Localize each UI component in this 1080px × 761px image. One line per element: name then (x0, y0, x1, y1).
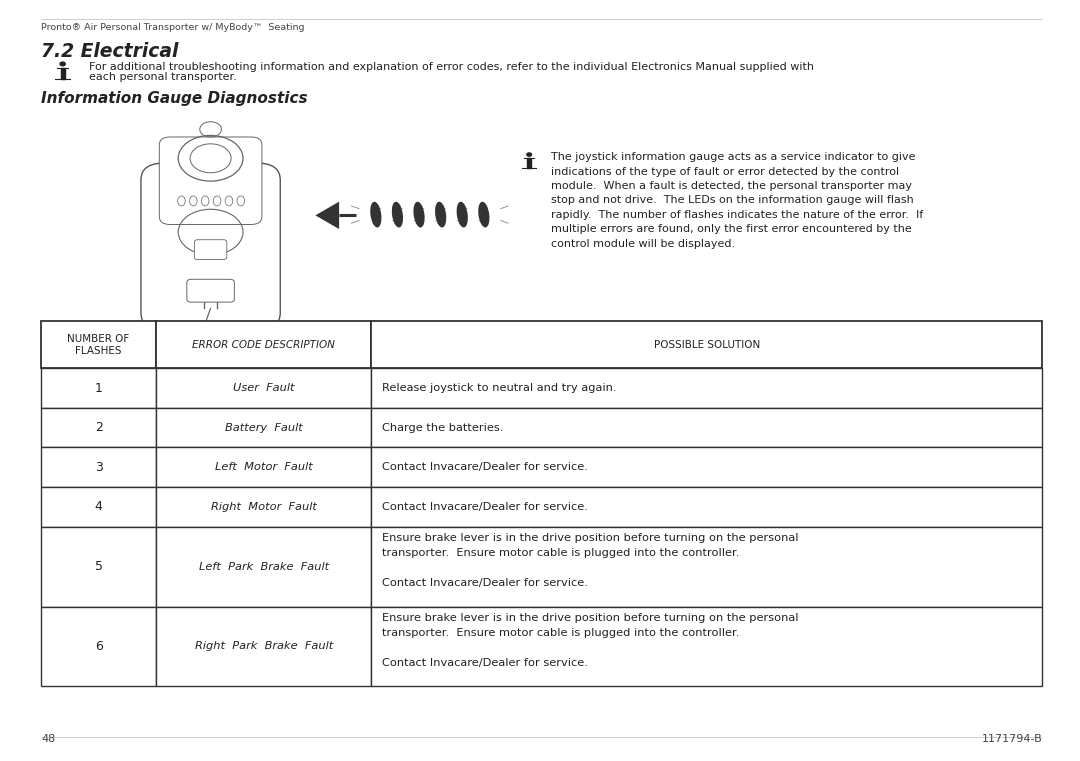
FancyBboxPatch shape (140, 163, 281, 330)
Text: Left  Motor  Fault: Left Motor Fault (215, 462, 313, 473)
Bar (372, 368, 1042, 408)
Bar (60, 68, 65, 79)
Text: each personal transporter.: each personal transporter. (89, 72, 237, 82)
Text: Information Gauge Diagnostics: Information Gauge Diagnostics (41, 91, 308, 107)
Ellipse shape (457, 202, 468, 228)
Circle shape (527, 153, 531, 156)
Bar (41, 527, 157, 607)
Bar (372, 607, 1042, 686)
Bar (41, 408, 157, 447)
Text: Ensure brake lever is in the drive position before turning on the personal
trans: Ensure brake lever is in the drive posit… (382, 613, 799, 668)
Bar (372, 527, 1042, 607)
Bar (372, 321, 1042, 368)
Bar (41, 487, 157, 527)
Bar (372, 447, 1042, 487)
Text: The joystick information gauge acts as a service indicator to give
indications o: The joystick information gauge acts as a… (551, 152, 923, 249)
Bar (41, 447, 157, 487)
Text: Contact Invacare/Dealer for service.: Contact Invacare/Dealer for service. (382, 501, 589, 512)
Text: Battery  Fault: Battery Fault (225, 422, 302, 433)
FancyBboxPatch shape (160, 137, 261, 224)
Bar (157, 447, 372, 487)
Bar (157, 368, 372, 408)
Text: Pronto® Air Personal Transporter w/ MyBody™  Seating: Pronto® Air Personal Transporter w/ MyBo… (41, 23, 305, 32)
Text: Right  Park  Brake  Fault: Right Park Brake Fault (194, 642, 333, 651)
Text: 3: 3 (95, 460, 103, 474)
Bar (41, 368, 157, 408)
Text: 6: 6 (95, 640, 103, 653)
Text: ERROR CODE DESCRIPTION: ERROR CODE DESCRIPTION (192, 339, 335, 350)
Ellipse shape (392, 202, 403, 228)
Bar (157, 321, 372, 368)
Bar (157, 487, 372, 527)
Text: Release joystick to neutral and try again.: Release joystick to neutral and try agai… (382, 383, 617, 393)
Text: 1171794-B: 1171794-B (982, 734, 1042, 744)
Text: POSSIBLE SOLUTION: POSSIBLE SOLUTION (653, 339, 760, 350)
Text: 2: 2 (95, 421, 103, 435)
Bar (157, 607, 372, 686)
Ellipse shape (478, 202, 489, 228)
Bar (157, 527, 372, 607)
FancyBboxPatch shape (194, 240, 227, 260)
Text: 48: 48 (41, 734, 55, 744)
Text: User  Fault: User Fault (233, 383, 295, 393)
Text: Charge the batteries.: Charge the batteries. (382, 422, 503, 433)
Bar (41, 607, 157, 686)
Circle shape (60, 62, 65, 65)
Text: Contact Invacare/Dealer for service.: Contact Invacare/Dealer for service. (382, 462, 589, 473)
Bar (157, 408, 372, 447)
Text: NUMBER OF
FLASHES: NUMBER OF FLASHES (67, 334, 130, 355)
FancyBboxPatch shape (187, 279, 234, 302)
Bar (527, 158, 531, 168)
Ellipse shape (414, 202, 424, 228)
Bar (372, 408, 1042, 447)
Polygon shape (315, 202, 339, 229)
Text: Right  Motor  Fault: Right Motor Fault (211, 501, 316, 512)
Text: 7.2 Electrical: 7.2 Electrical (41, 42, 178, 61)
Ellipse shape (435, 202, 446, 228)
Text: Ensure brake lever is in the drive position before turning on the personal
trans: Ensure brake lever is in the drive posit… (382, 533, 799, 588)
Text: For additional troubleshooting information and explanation of error codes, refer: For additional troubleshooting informati… (89, 62, 813, 72)
Text: Left  Park  Brake  Fault: Left Park Brake Fault (199, 562, 329, 572)
Bar (41, 321, 157, 368)
Bar (372, 487, 1042, 527)
Text: 1: 1 (95, 381, 103, 395)
Text: 5: 5 (95, 560, 103, 573)
Ellipse shape (370, 202, 381, 228)
Text: 4: 4 (95, 500, 103, 514)
